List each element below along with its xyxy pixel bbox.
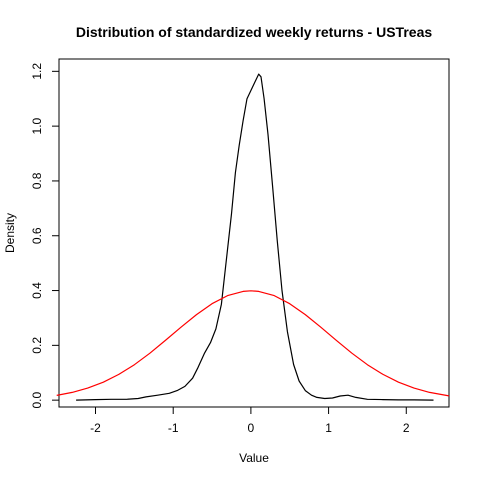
series-group: [56, 73, 450, 401]
x-tick-label: -2: [90, 421, 101, 435]
plot-area: [58, 58, 450, 408]
y-tick-label: 0.4: [30, 282, 44, 299]
y-tick-label: 0.0: [30, 391, 44, 408]
y-tick-label: 0.8: [30, 172, 44, 189]
x-tick-label: 0: [248, 421, 255, 435]
x-tick-label: 1: [325, 421, 332, 435]
x-tick-label: -1: [168, 421, 179, 435]
series-line-2: [56, 290, 450, 397]
plot-frame: [58, 58, 450, 408]
y-tick-label: 0.6: [30, 227, 44, 244]
series-line-1: [76, 73, 434, 401]
x-axis-label: Value: [239, 451, 269, 465]
y-tick-label: 1.0: [30, 117, 44, 134]
y-tick-label: 0.2: [30, 337, 44, 354]
x-tick-label: 2: [403, 421, 410, 435]
y-axis: 0.0 0.2 0.4 0.6 0.8 1.0 1.2: [30, 63, 59, 408]
y-tick-label: 1.2: [30, 63, 44, 80]
y-axis-label: Density: [3, 213, 17, 253]
chart-title: Distribution of standardized weekly retu…: [76, 24, 433, 40]
x-axis: -2 -1 0 1 2: [90, 407, 410, 435]
